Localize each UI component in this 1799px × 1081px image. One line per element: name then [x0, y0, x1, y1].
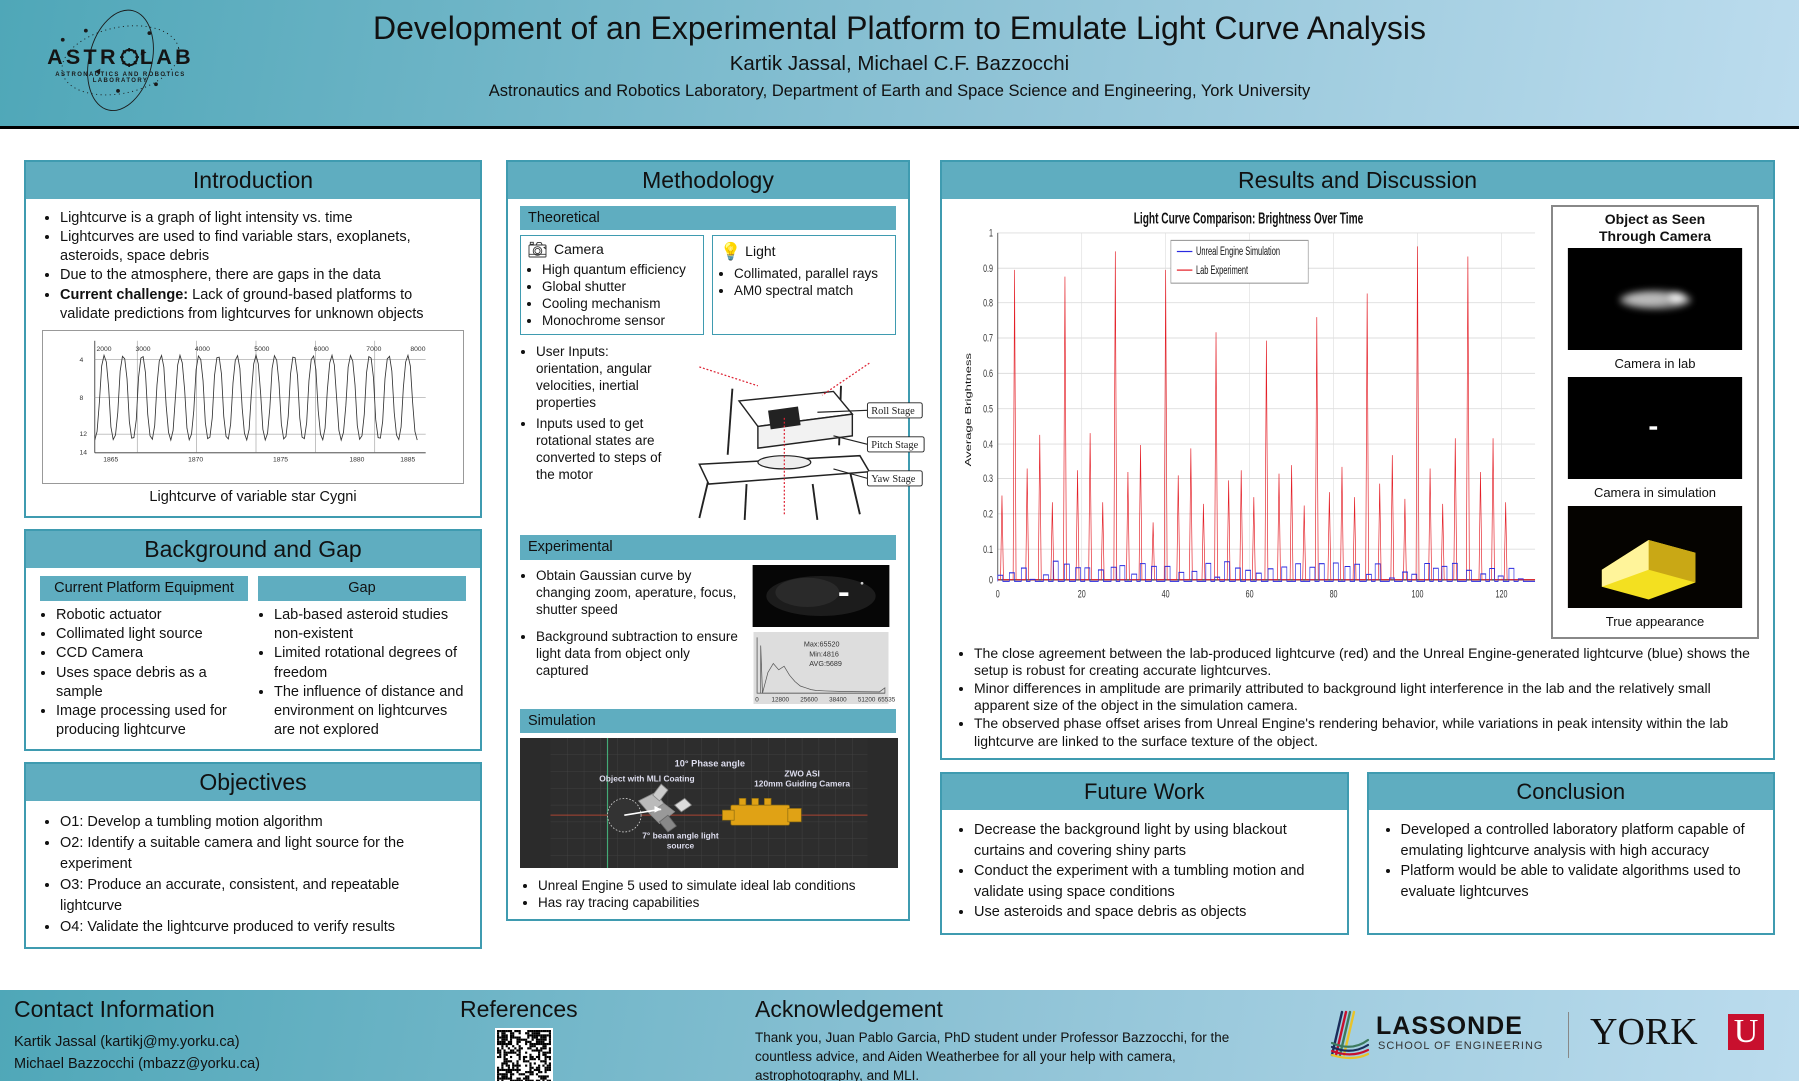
svg-text:Min:4816: Min:4816 — [809, 649, 839, 658]
svg-text:12800: 12800 — [772, 696, 790, 703]
svg-text:20: 20 — [1078, 588, 1086, 600]
svg-text:Average Brightness: Average Brightness — [964, 352, 973, 466]
svg-text:4000: 4000 — [195, 346, 210, 353]
svg-text:6000: 6000 — [314, 346, 329, 353]
svg-text:8000: 8000 — [410, 346, 425, 353]
svg-text:38400: 38400 — [829, 696, 847, 703]
svg-text:12: 12 — [80, 431, 88, 438]
svg-text:40: 40 — [1162, 588, 1170, 600]
svg-text:3000: 3000 — [136, 346, 151, 353]
svg-text:25600: 25600 — [800, 696, 818, 703]
svg-text:51200: 51200 — [858, 696, 876, 703]
svg-text:Yaw Stage: Yaw Stage — [871, 474, 916, 485]
svg-text:10° Phase angle: 10° Phase angle — [675, 758, 745, 768]
svg-text:source: source — [667, 841, 695, 851]
svg-text:8: 8 — [80, 395, 84, 402]
svg-text:AVG:5689: AVG:5689 — [809, 659, 842, 668]
svg-text:0.2: 0.2 — [983, 508, 993, 520]
svg-text:120mm Guiding Camera: 120mm Guiding Camera — [754, 778, 850, 788]
svg-text:0.7: 0.7 — [983, 332, 993, 344]
svg-text:7000: 7000 — [366, 346, 381, 353]
svg-text:Lab Experiment: Lab Experiment — [1196, 264, 1248, 277]
svg-text:0.3: 0.3 — [983, 473, 993, 485]
svg-text:Roll Stage: Roll Stage — [871, 406, 915, 417]
svg-text:60: 60 — [1246, 588, 1254, 600]
svg-text:1865: 1865 — [103, 456, 118, 463]
svg-text:0.5: 0.5 — [983, 403, 993, 415]
svg-text:7° beam angle light: 7° beam angle light — [642, 830, 719, 840]
svg-text:1: 1 — [989, 227, 993, 239]
svg-text:4: 4 — [80, 357, 84, 364]
svg-text:0.8: 0.8 — [983, 297, 993, 309]
svg-text:80: 80 — [1330, 588, 1338, 600]
svg-text:Max:65520: Max:65520 — [804, 639, 840, 648]
svg-text:2000: 2000 — [96, 346, 111, 353]
svg-text:0.4: 0.4 — [983, 438, 993, 450]
svg-text:Pitch Stage: Pitch Stage — [871, 440, 918, 451]
svg-text:Light Curve Comparison: Bright: Light Curve Comparison: Brightness Over … — [1134, 209, 1364, 227]
svg-text:0: 0 — [755, 696, 759, 703]
svg-text:0: 0 — [996, 588, 1000, 600]
svg-text:Object with MLI Coating: Object with MLI Coating — [599, 773, 694, 783]
svg-text:1880: 1880 — [349, 456, 364, 463]
svg-text:1875: 1875 — [273, 456, 288, 463]
svg-text:1870: 1870 — [188, 456, 203, 463]
svg-text:120: 120 — [1496, 588, 1508, 600]
svg-text:100: 100 — [1412, 588, 1424, 600]
svg-text:0.6: 0.6 — [983, 368, 993, 380]
svg-text:14: 14 — [80, 449, 88, 456]
svg-text:0.9: 0.9 — [983, 262, 993, 274]
svg-text:0.1: 0.1 — [983, 543, 993, 555]
svg-text:ZWO ASI: ZWO ASI — [784, 768, 820, 778]
svg-text:5000: 5000 — [254, 346, 269, 353]
svg-text:1885: 1885 — [400, 456, 415, 463]
svg-text:65535: 65535 — [878, 696, 896, 703]
svg-text:Unreal Engine Simulation: Unreal Engine Simulation — [1196, 246, 1280, 259]
svg-text:0: 0 — [989, 574, 993, 586]
